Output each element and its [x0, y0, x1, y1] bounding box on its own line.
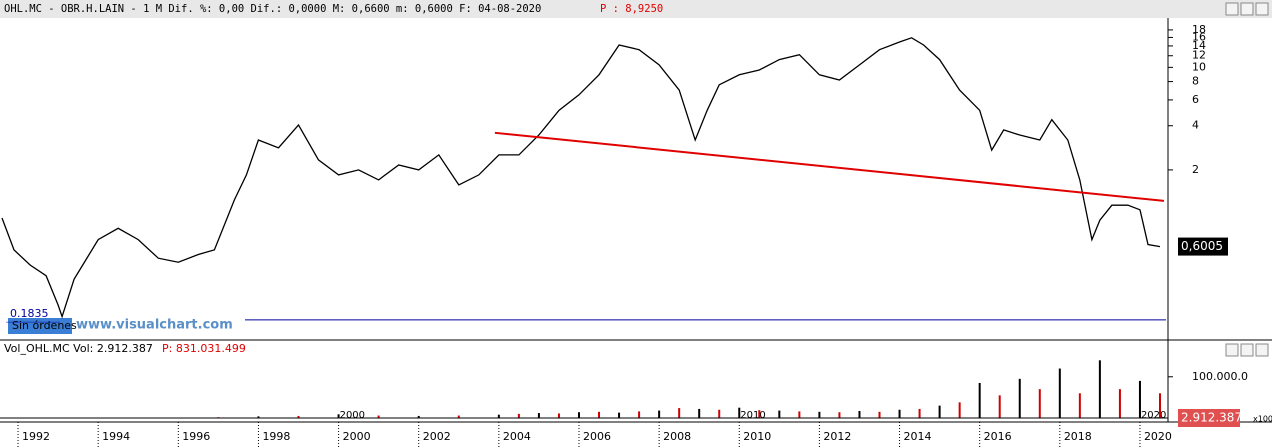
volume-last-box — [1178, 409, 1240, 427]
volume-bar — [598, 411, 601, 418]
volume-bar — [818, 411, 821, 418]
y-tick-label: 6 — [1192, 93, 1199, 106]
volume-bar — [1118, 389, 1121, 418]
status: Sin órdenes — [12, 319, 77, 332]
volume-title: Vol_OHL.MC Vol: 2.912.387 — [4, 342, 153, 355]
volume-bar — [798, 411, 801, 418]
volume-bar — [297, 415, 300, 418]
trendline — [494, 131, 1165, 202]
x-tick-label: 1992 — [22, 430, 50, 443]
y-tick-label: 16 — [1192, 30, 1206, 43]
volume-bar — [1058, 368, 1061, 418]
volume-bar — [918, 408, 921, 418]
volume-bar — [878, 411, 881, 418]
volume-bar — [738, 407, 741, 418]
volume-scale: x100 — [1253, 415, 1272, 424]
volume-bar — [557, 413, 560, 418]
volume-bar — [718, 409, 721, 418]
pane-year-label: 2020 — [1141, 410, 1166, 421]
y-tick-label: 4 — [1192, 119, 1199, 132]
header-title: OHL.MC - OBR.H.LAIN - 1 M Dif. %: 0,00 D… — [4, 3, 541, 15]
volume-bar — [778, 410, 781, 418]
x-tick-label: 2018 — [1064, 430, 1092, 443]
header-price: P : 8,9250 — [600, 3, 663, 15]
x-tick-label: 2000 — [343, 430, 371, 443]
watermark: www.visualchart.com — [76, 318, 233, 333]
volume-bar — [958, 402, 961, 418]
y-tick-label: 10 — [1192, 60, 1206, 73]
x-tick-label: 2020 — [1144, 430, 1172, 443]
y-tick-label: 14 — [1192, 39, 1206, 52]
pane-year-label: 2000 — [340, 410, 365, 421]
price-line — [1, 37, 1161, 319]
y-tick-label: 2 — [1192, 163, 1199, 176]
volume-bar — [517, 413, 520, 418]
volume-bar — [497, 414, 500, 418]
volume-bar — [1018, 378, 1021, 418]
window-buttons[interactable] — [1225, 2, 1269, 357]
volume-bar — [1078, 393, 1081, 418]
volume-bar — [758, 410, 761, 418]
y-tick-label: 8 — [1192, 75, 1199, 88]
x-tick-label: 2006 — [583, 430, 611, 443]
volume-bar — [1138, 380, 1141, 418]
y-tick-label: 12 — [1192, 49, 1206, 62]
x-tick-label: 1998 — [262, 430, 290, 443]
x-tick-label: 1994 — [102, 430, 130, 443]
volume-bar — [1038, 389, 1041, 418]
volume-bar — [577, 412, 580, 418]
volume-bar — [1158, 393, 1161, 418]
volume-bar — [698, 408, 701, 418]
volume-bar — [658, 410, 661, 418]
volume-bar — [417, 415, 420, 418]
volume-bar — [938, 405, 941, 418]
last-price-label: 0,6005 — [1181, 239, 1223, 253]
volume-bar — [998, 395, 1001, 418]
x-tick-label: 2002 — [423, 430, 451, 443]
volume-bar — [257, 416, 260, 418]
y-tick-label: 100.000.0 — [1192, 370, 1248, 383]
x-tick-label: 2016 — [984, 430, 1012, 443]
volume-bar — [618, 412, 621, 418]
volume-bar — [377, 415, 380, 418]
x-tick-label: 2010 — [743, 430, 771, 443]
volume-bar — [678, 408, 681, 418]
volume-bar — [337, 414, 340, 418]
volume-bar — [638, 411, 641, 418]
volume-total: P: 831.031.499 — [162, 342, 246, 355]
volume-bar — [978, 382, 981, 418]
x-tick-label: 2004 — [503, 430, 531, 443]
volume-bar — [537, 413, 540, 418]
volume-bar — [858, 410, 861, 418]
x-tick-label: 2014 — [904, 430, 932, 443]
pane-year-label: 2010 — [740, 410, 765, 421]
x-tick-label: 2008 — [663, 430, 691, 443]
header-bar — [0, 0, 1272, 18]
last-price-box — [1178, 237, 1228, 256]
volume-bar — [1098, 360, 1101, 418]
low-label: 0.1835 — [10, 307, 49, 320]
y-tick-label: 18 — [1192, 23, 1206, 36]
x-tick-label: 1996 — [182, 430, 210, 443]
volume-bar — [457, 415, 460, 418]
volume-bar — [898, 409, 901, 418]
volume-bar — [838, 412, 841, 418]
volume-last: 2.912.387 — [1181, 411, 1242, 425]
x-tick-label: 2012 — [823, 430, 851, 443]
